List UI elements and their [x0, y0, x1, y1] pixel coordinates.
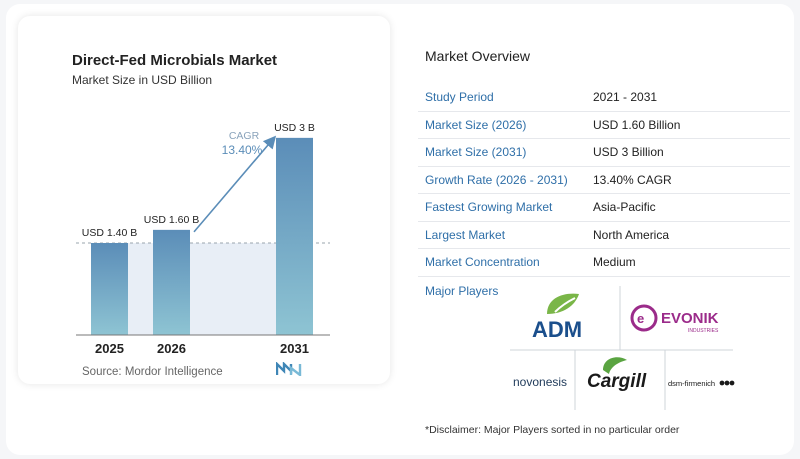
table-row: Fastest Growing Market Asia-Pacific — [418, 193, 790, 222]
row-value: USD 1.60 Billion — [593, 111, 790, 139]
cargill-logo-icon: Cargill — [587, 357, 647, 392]
row-key: Market Concentration — [418, 248, 593, 277]
row-key: Market Size (2031) — [418, 138, 593, 167]
table-row: Study Period 2021 - 2031 — [418, 84, 790, 112]
bar-value-label: USD 3 B — [274, 122, 315, 134]
dsm-firmenich-logo-icon: dsm-firmenich — [668, 379, 735, 388]
row-value: Asia-Pacific — [593, 193, 790, 222]
svg-text:e: e — [637, 311, 644, 326]
market-overview-title: Market Overview — [425, 48, 531, 64]
adm-logo-icon: ADM — [532, 293, 582, 342]
table-row: Largest Market North America — [418, 221, 790, 249]
table-row: Market Concentration Medium — [418, 248, 790, 277]
row-key: Study Period — [418, 84, 593, 112]
table-row: Market Size (2031) USD 3 Billion — [418, 138, 790, 167]
bar-2025 — [91, 243, 128, 335]
market-overview-table: Study Period 2021 - 2031 Market Size (202… — [418, 84, 790, 277]
cagr-label: CAGR — [229, 130, 260, 142]
x-tick-label: 2025 — [95, 341, 124, 356]
evonik-logo-icon: e EVONIK INDUSTRIES — [630, 304, 719, 334]
row-value: Medium — [593, 248, 790, 277]
bar-2026 — [153, 229, 190, 335]
chart-title: Direct-Fed Microbials Market — [72, 52, 278, 69]
evonik-logo-subtext: INDUSTRIES — [688, 328, 719, 334]
cargill-logo-text: Cargill — [587, 371, 647, 392]
x-tick-label: 2031 — [280, 341, 309, 356]
row-key: Market Size (2026) — [418, 111, 593, 139]
chart-subtitle: Market Size in USD Billion — [72, 73, 213, 87]
bar-2031 — [276, 137, 313, 335]
row-value: 13.40% CAGR — [593, 166, 790, 194]
bar-value-label: USD 1.40 B — [82, 227, 137, 239]
novonesis-logo-text: novonesis — [513, 375, 567, 389]
disclaimer-note: *Disclaimer: Major Players sorted in no … — [425, 424, 680, 436]
source-note: Source: Mordor Intelligence — [82, 366, 223, 378]
dsm-firmenich-logo-text: dsm-firmenich — [668, 379, 715, 388]
x-tick-label: 2026 — [157, 341, 186, 356]
cagr-value: 13.40% — [222, 143, 263, 157]
row-key: Fastest Growing Market — [418, 193, 593, 222]
cagr-arrow — [193, 135, 277, 233]
mordor-intelligence-logo-icon — [276, 362, 302, 376]
row-value: USD 3 Billion — [593, 138, 790, 167]
bar-value-label: USD 1.60 B — [144, 214, 199, 226]
table-row: Growth Rate (2026 - 2031) 13.40% CAGR — [418, 166, 790, 194]
evonik-logo-text: EVONIK — [661, 310, 719, 327]
table-row: Market Size (2026) USD 1.60 Billion — [418, 111, 790, 139]
adm-logo-text: ADM — [532, 317, 582, 342]
row-value: 2021 - 2031 — [593, 84, 790, 112]
chart-card: USD 1.40 B 2025 USD 1.60 B 2026 USD 3 B 2031 C… — [18, 16, 390, 384]
major-players-label: Major Players — [425, 284, 499, 298]
reference-area — [128, 243, 276, 335]
row-value: North America — [593, 221, 790, 249]
major-players-logos: ADM e EVONIK INDUSTRIES novonesis Cargil… — [510, 286, 735, 410]
row-key: Largest Market — [418, 221, 593, 249]
bar-chart: USD 1.40 B 2025 USD 1.60 B 2026 USD 3 B 2031 C… — [76, 122, 330, 356]
row-key: Growth Rate (2026 - 2031) — [418, 166, 593, 194]
